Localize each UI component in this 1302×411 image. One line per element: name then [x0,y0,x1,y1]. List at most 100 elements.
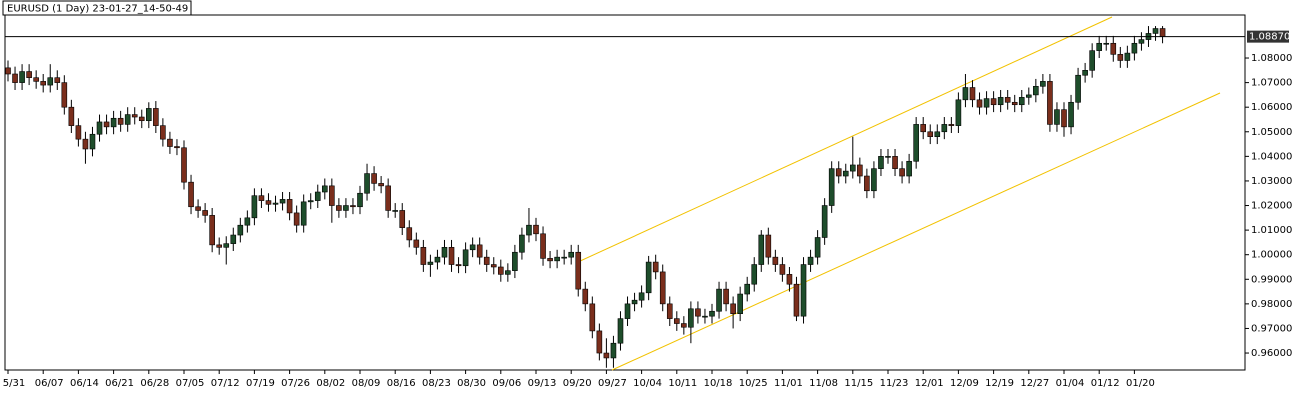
candle-body [427,261,434,265]
candle-body [160,125,166,140]
candle-body [413,239,420,248]
candle-body [455,264,462,267]
x-tick-label: 06/07 [35,378,64,389]
candle-body [244,217,251,226]
x-tick-label: 07/05 [176,378,205,389]
x-tick-label: 09/20 [563,378,592,389]
candle-body [976,99,983,108]
x-tick-label: 07/26 [281,378,310,389]
candle-body [631,299,638,305]
candle-body [709,310,715,317]
candle-body [82,138,89,150]
candle-body [237,224,244,236]
candle-body [779,264,786,275]
candle-body [124,114,131,125]
candle-body [765,234,772,258]
candle-body [462,249,469,267]
candle-body [652,261,659,273]
candle-body [589,303,596,332]
candle-body [610,342,617,359]
candle-body [1131,42,1138,54]
y-tick-label: 0.96000 [1251,348,1292,359]
x-tick-label: 10/18 [704,378,733,389]
candle-body [969,87,976,101]
candle-body [1075,74,1081,103]
y-tick-label: 1.07000 [1251,78,1292,89]
x-tick-label: 07/12 [211,378,240,389]
x-tick-label: 08/09 [352,378,381,389]
candle-body [483,256,490,265]
x-tick-label: 12/19 [985,378,1014,389]
candle-body [202,210,208,216]
candle-body [469,244,476,251]
candle-body [1089,50,1095,71]
candle-body [392,210,399,212]
candle-body [864,175,870,192]
candle-body [913,124,919,162]
candle-body [906,160,912,177]
y-tick-label: 1.03000 [1251,176,1292,187]
candle-body [300,201,307,226]
candle-body [258,195,265,201]
candle-body [336,205,342,211]
candle-body [688,308,694,328]
candle-body [533,224,539,235]
candle-body [892,156,898,169]
y-tick-label: 1.00000 [1251,250,1292,261]
candle-body [681,323,687,328]
candle-body [293,212,300,226]
x-tick-label: 10/11 [668,378,697,389]
candle-body [251,195,258,219]
x-tick-label: 08/02 [316,378,345,389]
candle-body [434,256,441,263]
y-tick-label: 1.06000 [1251,102,1292,113]
candle-body [512,251,518,271]
candle-body [666,303,673,319]
x-tick-label: 12/01 [915,378,944,389]
candle-body [406,227,413,241]
candle-body [1047,81,1053,125]
candle-body [568,251,575,258]
candle-body [842,170,849,177]
candle-body [343,205,349,211]
candle-body [61,82,68,108]
candle-body [1040,81,1046,87]
candle-body [89,133,96,150]
candle-body [265,200,272,205]
candle-body [216,244,222,248]
candle-body [561,256,567,259]
candle-body [490,264,497,268]
candle-body [1110,42,1117,55]
x-tick-label: 11/08 [809,378,838,389]
candle-body [821,205,828,238]
candle-body [526,224,532,236]
candle-body [934,131,941,137]
candle-body [47,77,54,86]
candle-body [793,283,800,317]
candle-body [441,247,448,258]
candle-body [596,330,603,354]
x-tick-label: 10/04 [633,378,662,389]
candle-body [519,234,525,253]
candle-body [321,185,328,193]
candle-body [68,106,75,126]
candle-body [1082,70,1088,76]
x-tick-label: 08/23 [422,378,451,389]
candle-body [1159,28,1166,37]
candle-body [329,185,335,206]
candle-body [835,168,842,177]
candle-body [209,215,215,246]
candle-body [272,202,279,205]
candle-body [673,318,680,324]
x-tick-label: 01/20 [1126,378,1155,389]
y-tick-label: 1.08000 [1251,53,1292,64]
candle-body [314,191,321,201]
candle-body [899,168,905,177]
candle-body [350,205,356,208]
candle-body [941,124,948,133]
candle-body [948,124,955,126]
candle-body [807,256,814,265]
candle-body [131,114,138,118]
candle-body [723,288,729,305]
